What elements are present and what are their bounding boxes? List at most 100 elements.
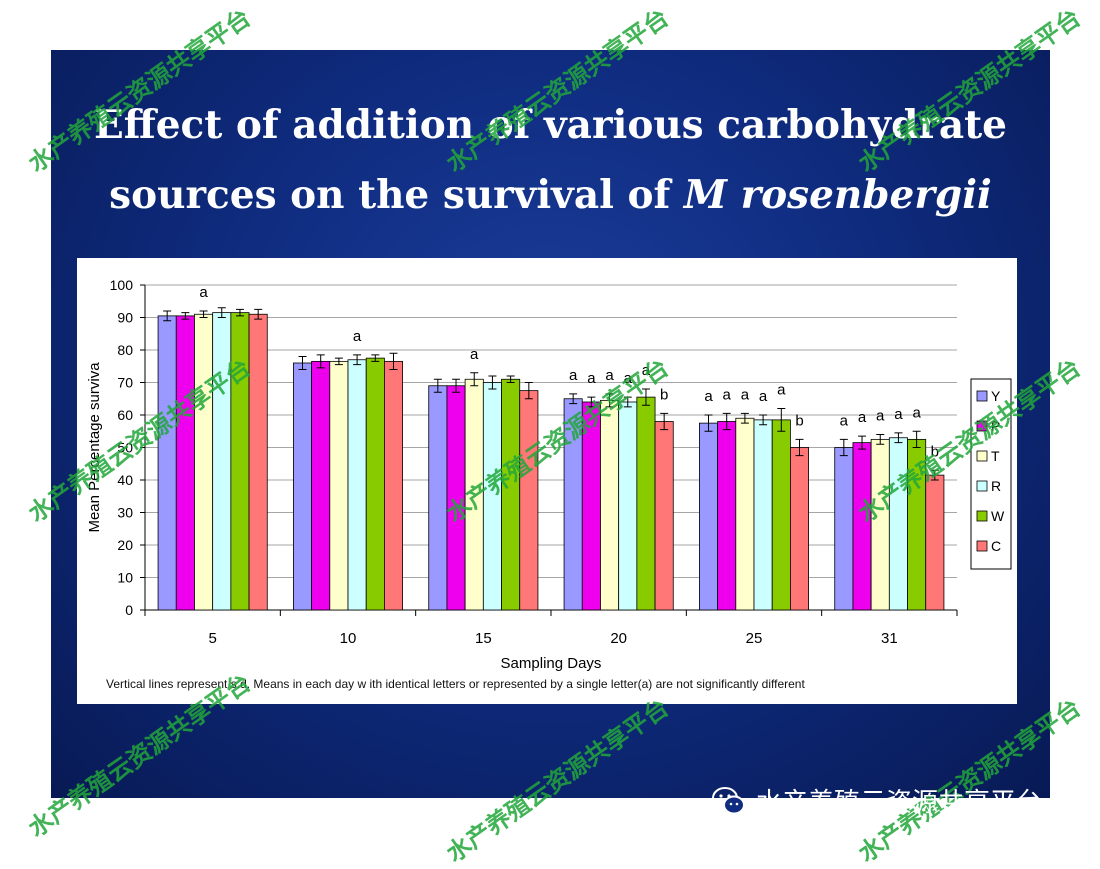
- chart-footnote: Vertical lines represent s.d. Means in e…: [106, 677, 805, 691]
- bar-r-day-10: [347, 359, 367, 611]
- bar-c-day-15: [519, 390, 539, 611]
- significance-letter: a: [858, 409, 867, 426]
- x-axis-title: Sampling Days: [501, 655, 602, 672]
- y-tick-label: 30: [117, 505, 133, 521]
- bar-r-day-25: [753, 419, 773, 611]
- bar-r-day-5: [212, 312, 232, 611]
- bar-c-day-5: [248, 313, 268, 611]
- bar-t-day-10: [329, 360, 349, 611]
- y-tick-label: 10: [117, 570, 133, 586]
- legend-swatch-r: [976, 480, 988, 492]
- bar-y-day-10: [292, 362, 312, 611]
- bar-r-day-15: [482, 382, 502, 611]
- bar-r-day-20: [618, 401, 638, 611]
- x-tick-label: 31: [881, 630, 898, 647]
- bar-p-day-5: [175, 315, 195, 611]
- legend-swatch-p: [976, 420, 988, 432]
- bar-t-day-20: [600, 399, 620, 611]
- bar-y-day-25: [699, 422, 719, 611]
- legend-swatch-t: [976, 450, 988, 462]
- significance-letter: a: [605, 367, 614, 384]
- y-tick-label: 50: [117, 440, 133, 456]
- significance-letter: b: [795, 412, 803, 429]
- bar-y-day-15: [428, 385, 448, 611]
- legend-swatch-y: [976, 390, 988, 402]
- bar-t-day-15: [464, 378, 484, 611]
- significance-letter: a: [199, 284, 208, 301]
- significance-letter: b: [660, 386, 668, 403]
- bar-t-day-5: [194, 313, 214, 611]
- legend-swatch-c: [976, 540, 988, 552]
- wechat-icon: [712, 786, 745, 814]
- bar-c-day-25: [790, 447, 810, 611]
- significance-letter: a: [353, 328, 362, 345]
- bar-c-day-31: [925, 474, 945, 611]
- y-tick-label: 20: [117, 537, 133, 553]
- bar-p-day-31: [852, 442, 872, 611]
- legend-label-c: C: [991, 538, 1001, 554]
- bar-y-day-31: [834, 447, 854, 611]
- significance-letter: a: [912, 404, 921, 421]
- chart-panel: 0 10 20 30 40 50 60 70 80 90 100 5 10 15 20 25 31 a a a a a a a…: [77, 258, 1017, 704]
- significance-letter: a: [777, 382, 786, 399]
- bar-c-day-10: [383, 360, 403, 611]
- significance-letter: a: [759, 388, 768, 405]
- bar-p-day-20: [581, 401, 601, 611]
- y-axis-title: Mean Percentage surviva: [86, 362, 103, 533]
- significance-letter: a: [876, 408, 885, 425]
- significance-letter: a: [723, 386, 732, 403]
- wechat-account-name: 水产养殖云资源共享平台: [756, 787, 1043, 817]
- significance-letter: a: [470, 346, 479, 363]
- significance-letter: a: [894, 406, 903, 423]
- bar-w-day-5: [230, 312, 250, 611]
- bar-p-day-10: [311, 360, 331, 611]
- bar-p-day-15: [446, 385, 466, 611]
- title-line-2: sources on the survival of M rosenbergii: [51, 160, 1050, 230]
- legend-label-t: T: [991, 448, 1000, 464]
- title-line-1: Effect of addition of various carbohydra…: [94, 102, 1007, 148]
- x-tick-label: 20: [610, 630, 627, 647]
- bar-w-day-20: [636, 396, 656, 611]
- y-tick-label: 80: [117, 342, 133, 358]
- bar-w-day-15: [501, 378, 521, 611]
- significance-letter: a: [642, 362, 651, 379]
- significance-letter: b: [931, 443, 939, 460]
- bar-p-day-25: [717, 421, 737, 611]
- bar-w-day-31: [907, 438, 927, 611]
- bar-y-day-5: [157, 315, 177, 611]
- legend-label-p: P: [991, 418, 1000, 434]
- title-line-2-prefix: sources on the survival of: [109, 172, 684, 218]
- slide-title: Effect of addition of various carbohydra…: [51, 90, 1050, 230]
- wechat-account-badge: 水产养殖云资源共享平台: [712, 782, 1042, 819]
- y-tick-label: 70: [117, 375, 133, 391]
- bar-y-day-20: [563, 398, 583, 611]
- bar-r-day-31: [888, 437, 908, 611]
- y-tick-label: 90: [117, 310, 133, 326]
- x-tick-label: 5: [208, 630, 216, 647]
- significance-letter: a: [587, 370, 596, 387]
- significance-letter: a: [704, 388, 713, 405]
- y-tick-label: 60: [117, 407, 133, 423]
- bar-t-day-31: [870, 438, 890, 611]
- x-tick-label: 15: [475, 630, 492, 647]
- x-tick-label: 25: [746, 630, 763, 647]
- y-tick-label: 0: [125, 602, 133, 618]
- legend-label-y: Y: [991, 388, 1001, 404]
- significance-letter: a: [624, 370, 633, 387]
- legend-label-r: R: [991, 478, 1001, 494]
- legend-swatch-w: [976, 510, 988, 522]
- significance-letter: a: [741, 386, 750, 403]
- bar-w-day-10: [365, 357, 385, 611]
- bar-w-day-25: [771, 419, 791, 611]
- significance-letter: a: [569, 367, 578, 384]
- species-name: M rosenbergii: [683, 172, 992, 218]
- legend-label-w: W: [991, 508, 1005, 524]
- y-tick-label: 40: [117, 472, 133, 488]
- bar-t-day-25: [735, 417, 755, 611]
- x-tick-label: 10: [340, 630, 357, 647]
- significance-letter: a: [840, 412, 849, 429]
- bar-c-day-20: [654, 421, 674, 611]
- y-tick-label: 100: [110, 277, 134, 293]
- legend-box: [970, 378, 1012, 570]
